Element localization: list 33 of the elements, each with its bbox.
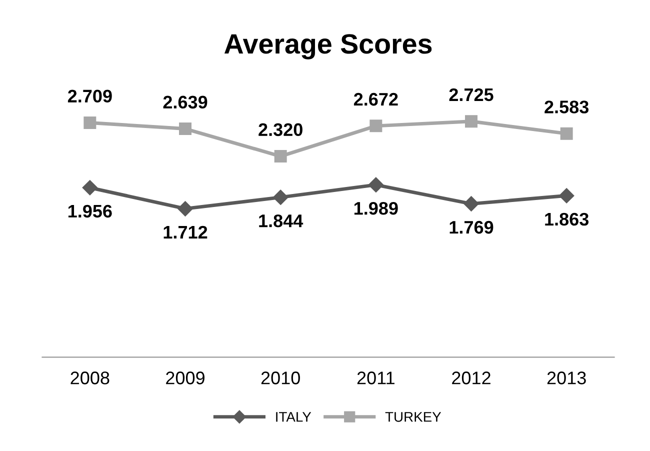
data-label: 2.320 xyxy=(258,123,302,136)
legend-label: TURKEY xyxy=(385,412,442,422)
point xyxy=(84,116,96,129)
point xyxy=(465,115,478,128)
data-label: 1.863 xyxy=(545,212,589,226)
x-tick-label: 2009 xyxy=(166,372,204,384)
x-tick-label: 2011 xyxy=(357,372,394,384)
data-label: 2.725 xyxy=(449,88,494,102)
point xyxy=(274,150,287,163)
point xyxy=(559,188,574,204)
point xyxy=(82,180,98,196)
point xyxy=(178,201,193,216)
x-tick-label: 2013 xyxy=(547,372,586,384)
point xyxy=(368,177,384,192)
legend-label: ITALY xyxy=(276,412,312,422)
point xyxy=(273,190,288,205)
data-label: 1.989 xyxy=(354,202,398,215)
point xyxy=(560,127,573,140)
x-tick-label: 2008 xyxy=(70,372,110,384)
x-tick-label: 2012 xyxy=(452,372,490,384)
data-label: 1.956 xyxy=(68,204,112,218)
data-label: 2.709 xyxy=(68,90,112,103)
data-label: 2.583 xyxy=(544,100,589,114)
data-label: 2.639 xyxy=(163,96,208,109)
x-tick-label: 2010 xyxy=(261,372,300,384)
data-label: 1.712 xyxy=(164,226,208,238)
chart-title: Average Scores xyxy=(224,34,432,60)
point xyxy=(464,196,479,212)
point xyxy=(370,120,382,132)
data-label: 1.844 xyxy=(259,214,304,228)
data-label: 2.672 xyxy=(354,92,398,106)
data-label: 1.769 xyxy=(450,220,494,234)
point xyxy=(179,122,192,136)
